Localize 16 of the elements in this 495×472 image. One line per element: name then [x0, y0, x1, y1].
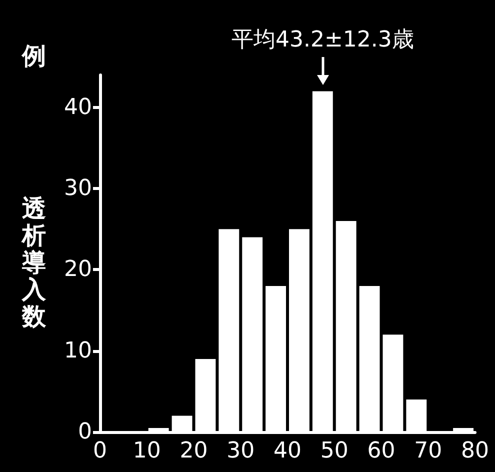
y-tick-label: 30: [64, 176, 92, 202]
x-tick-label: 80: [461, 438, 489, 464]
text: 例: [21, 42, 46, 70]
y-tick-label: 10: [64, 338, 92, 364]
y-tick-label: 20: [64, 257, 92, 282]
x-tick-label: 20: [180, 438, 208, 464]
x-tick-label: 50: [320, 438, 348, 464]
annotation: 平均43.2±12.3歳: [231, 28, 414, 53]
y-tick-label: 0: [78, 420, 92, 444]
x-tick-label: 30: [226, 438, 255, 464]
x-tick-label: 60: [367, 438, 396, 464]
y-axis-title: 透析導入数: [21, 194, 47, 330]
x-tick-label: 40: [274, 438, 302, 464]
y-tick-label: 40: [64, 94, 92, 120]
x-tick-label: 70: [414, 438, 442, 464]
x-tick-label: 10: [132, 438, 161, 464]
